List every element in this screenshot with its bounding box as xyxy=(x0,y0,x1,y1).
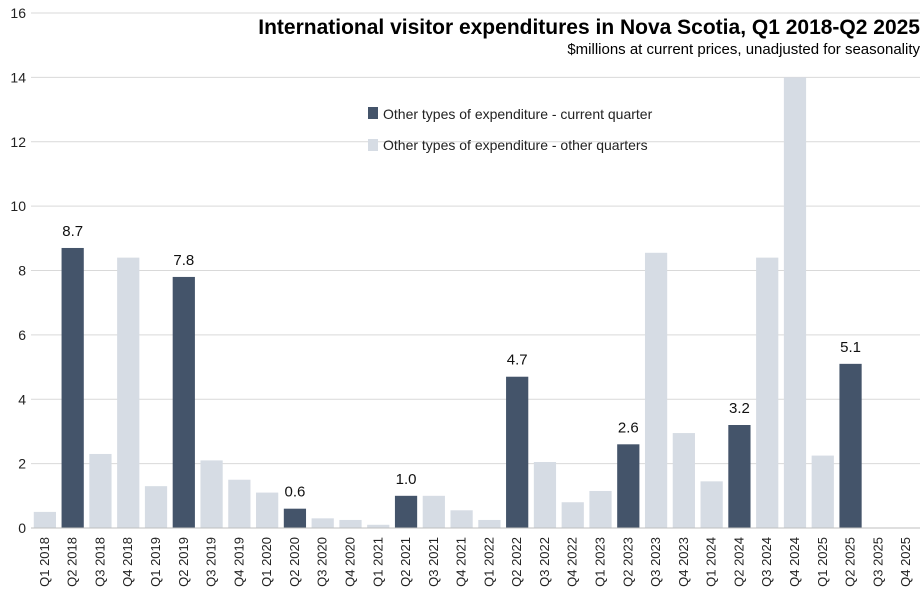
data-label: 2.6 xyxy=(618,419,639,436)
bar-other-quarter xyxy=(756,257,779,528)
bar-other-quarter xyxy=(339,519,362,528)
legend-label-current: Other types of expenditure - current qua… xyxy=(383,106,653,122)
legend-label-other: Other types of expenditure - other quart… xyxy=(383,137,648,153)
bar-current-quarter xyxy=(172,276,195,528)
bar-current-quarter xyxy=(506,376,529,528)
x-tick-label: Q2 2020 xyxy=(287,537,302,587)
x-tick-label: Q4 2025 xyxy=(898,537,913,587)
legend-swatch-other xyxy=(368,139,378,151)
data-label: 1.0 xyxy=(396,471,417,488)
x-tick-label: Q3 2024 xyxy=(759,537,774,587)
bar-other-quarter xyxy=(533,462,557,528)
x-tick-label: Q4 2018 xyxy=(120,537,135,587)
bar-current-quarter xyxy=(61,247,84,528)
x-tick-label: Q4 2020 xyxy=(342,537,357,587)
y-tick-label: 8 xyxy=(18,263,26,279)
y-tick-label: 6 xyxy=(18,327,26,343)
bar-current-quarter xyxy=(394,495,418,528)
x-tick-label: Q2 2023 xyxy=(620,537,635,587)
chart-subtitle: $millions at current prices, unadjusted … xyxy=(567,41,920,58)
bar-other-quarter xyxy=(256,492,279,528)
y-axis-ticks: 0 2 4 6 8 10 12 14 16 xyxy=(10,5,26,536)
x-tick-label: Q1 2025 xyxy=(815,537,830,587)
bar-other-quarter xyxy=(589,490,612,528)
bar-other-quarter xyxy=(783,77,807,528)
bar-other-quarter xyxy=(89,453,112,528)
bar-current-quarter xyxy=(283,508,307,528)
bar-other-quarter xyxy=(672,433,695,528)
bar-current-quarter xyxy=(617,444,640,528)
x-tick-label: Q2 2021 xyxy=(398,537,413,587)
bar-other-quarter xyxy=(561,502,584,528)
x-tick-label: Q4 2023 xyxy=(676,537,691,587)
data-label: 3.2 xyxy=(729,400,750,417)
bar-other-quarter xyxy=(644,252,668,528)
data-labels: 8.7 7.8 0.6 1.0 4.7 2.6 3.2 5.1 xyxy=(62,223,861,501)
y-tick-label: 0 xyxy=(18,520,26,536)
x-tick-label: Q1 2020 xyxy=(259,537,274,587)
y-tick-label: 2 xyxy=(18,456,26,472)
chart-title: International visitor expenditures in No… xyxy=(258,16,920,39)
legend: Other types of expenditure - current qua… xyxy=(368,106,653,153)
x-tick-label: Q2 2018 xyxy=(65,537,80,587)
data-label: 0.6 xyxy=(284,484,305,501)
bar-other-quarter xyxy=(228,479,251,528)
x-tick-label: Q1 2023 xyxy=(593,537,608,587)
x-tick-label: Q1 2018 xyxy=(37,537,52,587)
x-tick-label: Q3 2022 xyxy=(537,537,552,587)
x-tick-label: Q2 2025 xyxy=(843,537,858,587)
bar-other-quarter xyxy=(422,495,445,528)
legend-swatch-current xyxy=(368,107,378,119)
x-tick-label: Q4 2024 xyxy=(787,537,802,587)
x-tick-label: Q4 2022 xyxy=(565,537,580,587)
bar-other-quarter xyxy=(33,511,57,528)
x-tick-label: Q3 2023 xyxy=(648,537,663,587)
data-label: 5.1 xyxy=(840,339,861,356)
x-tick-label: Q1 2024 xyxy=(704,537,719,587)
y-tick-label: 14 xyxy=(10,69,26,85)
x-tick-label: Q4 2019 xyxy=(231,537,246,587)
x-tick-label: Q3 2020 xyxy=(315,537,330,587)
y-tick-label: 12 xyxy=(10,134,26,150)
y-tick-label: 4 xyxy=(18,391,26,407)
x-tick-label: Q3 2018 xyxy=(92,537,107,587)
x-tick-label: Q1 2021 xyxy=(370,537,385,587)
bar-other-quarter xyxy=(700,481,723,528)
x-tick-label: Q3 2025 xyxy=(870,537,885,587)
bar-other-quarter xyxy=(200,460,223,528)
bar-current-quarter xyxy=(839,363,862,528)
x-tick-label: Q2 2024 xyxy=(731,537,746,587)
x-tick-label: Q2 2022 xyxy=(509,537,524,587)
x-tick-label: Q1 2022 xyxy=(481,537,496,587)
data-label: 7.8 xyxy=(173,252,194,269)
data-label: 8.7 xyxy=(62,223,83,240)
bar-other-quarter xyxy=(144,486,168,528)
x-tick-label: Q3 2021 xyxy=(426,537,441,587)
bar-other-quarter xyxy=(117,257,140,528)
x-tick-label: Q1 2019 xyxy=(148,537,163,587)
data-label: 4.7 xyxy=(507,352,528,369)
x-axis-ticks: Q1 2018 Q2 2018 Q3 2018 Q4 2018 Q1 2019 Q2 20… xyxy=(37,537,913,587)
x-tick-label: Q4 2021 xyxy=(454,537,469,587)
bar-other-quarter xyxy=(311,518,334,528)
bar-other-quarter xyxy=(450,510,473,528)
x-tick-label: Q2 2019 xyxy=(176,537,191,587)
bar-other-quarter xyxy=(811,455,834,528)
x-tick-label: Q3 2019 xyxy=(204,537,219,587)
bars xyxy=(33,77,862,528)
bar-other-quarter xyxy=(478,519,501,528)
bar-current-quarter xyxy=(728,425,751,528)
bar-other-quarter xyxy=(367,524,390,528)
y-tick-label: 16 xyxy=(10,5,26,21)
y-tick-label: 10 xyxy=(10,198,26,214)
